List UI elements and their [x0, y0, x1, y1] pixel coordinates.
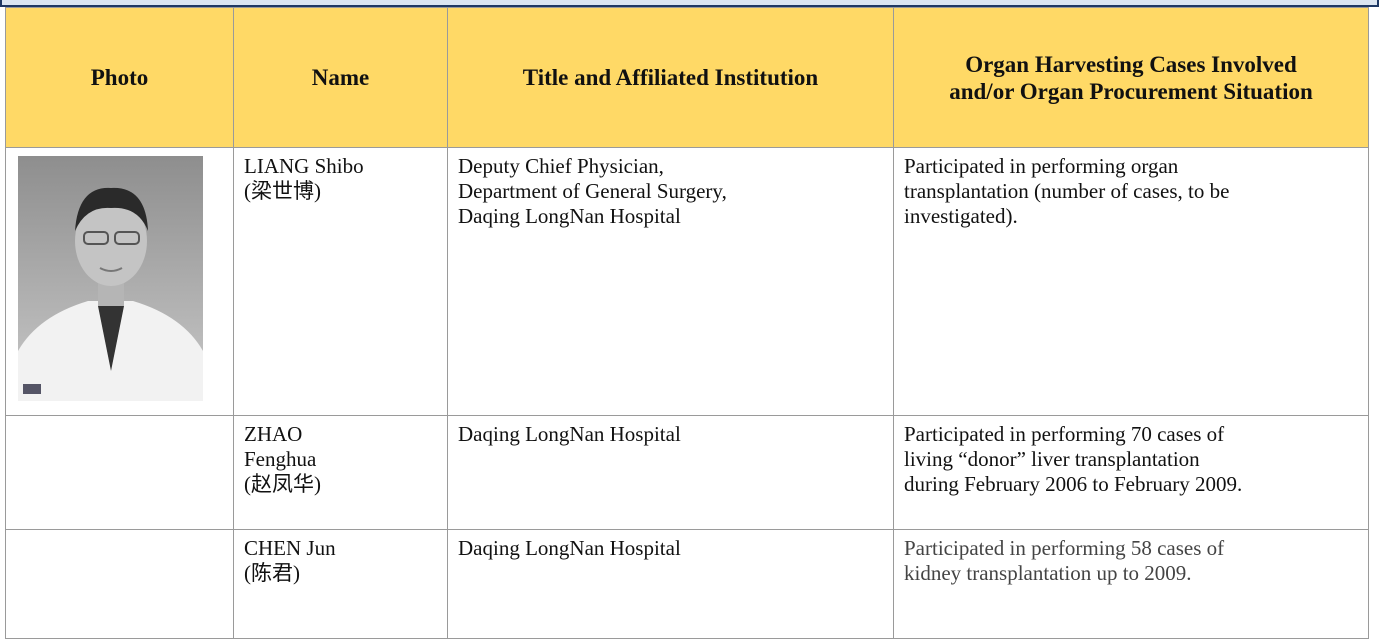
- row: LIANG Shibo (梁世博) Deputy Chief Physician,…: [5, 147, 1369, 416]
- name-cell: ZHAO Fenghua (赵凤华): [233, 415, 448, 530]
- cases-line: during February 2006 to February 2009.: [904, 472, 1243, 496]
- cases-line: investigated).: [904, 204, 1018, 228]
- name-cell: LIANG Shibo (梁世博): [233, 147, 448, 416]
- title-line: Deputy Chief Physician,: [458, 154, 664, 178]
- row: ZHAO Fenghua (赵凤华) Daqing LongNan Hospital…: [5, 415, 1369, 530]
- header-cell: Photo: [5, 7, 234, 148]
- photo-cell: [5, 415, 234, 530]
- portrait-photo: [18, 156, 203, 401]
- title-cell: Daqing LongNan Hospital: [447, 529, 894, 639]
- cases-cell: Participated in performing 70 cases of li…: [893, 415, 1369, 530]
- title-cell: Deputy Chief Physician, Department of Gen…: [447, 147, 894, 416]
- title-line: Daqing LongNan Hospital: [458, 536, 681, 560]
- cases-line: Participated in performing 70 cases of: [904, 422, 1225, 446]
- top-band: [0, 0, 1379, 7]
- cases-line: living “donor” liver transplantation: [904, 447, 1200, 471]
- name-line: (赵凤华): [244, 472, 321, 496]
- header-cell: Name: [233, 7, 448, 148]
- header-cell: Organ Harvesting Cases Involved and/or O…: [893, 7, 1369, 148]
- name-line: CHEN Jun: [244, 536, 336, 560]
- title-cell: Daqing LongNan Hospital: [447, 415, 894, 530]
- cases-line: Participated in performing 58 cases of: [904, 536, 1225, 560]
- name-line: (陈君): [244, 561, 300, 585]
- photo-cell: [5, 529, 234, 639]
- title-line: Department of General Surgery,: [458, 179, 727, 203]
- name-cell: CHEN Jun (陈君): [233, 529, 448, 639]
- title-line: Daqing LongNan Hospital: [458, 422, 681, 446]
- name-line: LIANG Shibo: [244, 154, 364, 178]
- officials-table: Photo Name Title and Affiliated Institut…: [5, 7, 1369, 639]
- cases-cell: Participated in performing 58 cases of ki…: [893, 529, 1369, 639]
- row: CHEN Jun (陈君) Daqing LongNan Hospital Par…: [5, 529, 1369, 639]
- header-cell: Title and Affiliated Institution: [447, 7, 894, 148]
- header-row: Photo Name Title and Affiliated Institut…: [5, 7, 1369, 148]
- name-line: Fenghua: [244, 447, 317, 471]
- title-line: Daqing LongNan Hospital: [458, 204, 681, 228]
- cases-line: Participated in performing organ: [904, 154, 1179, 178]
- cases-line: transplantation (number of cases, to be: [904, 179, 1230, 203]
- photo-cell: [5, 147, 234, 416]
- name-line: (梁世博): [244, 179, 321, 203]
- cases-cell: Participated in performing organ transpla…: [893, 147, 1369, 416]
- name-line: ZHAO: [244, 422, 303, 446]
- cases-line: kidney transplantation up to 2009.: [904, 561, 1192, 585]
